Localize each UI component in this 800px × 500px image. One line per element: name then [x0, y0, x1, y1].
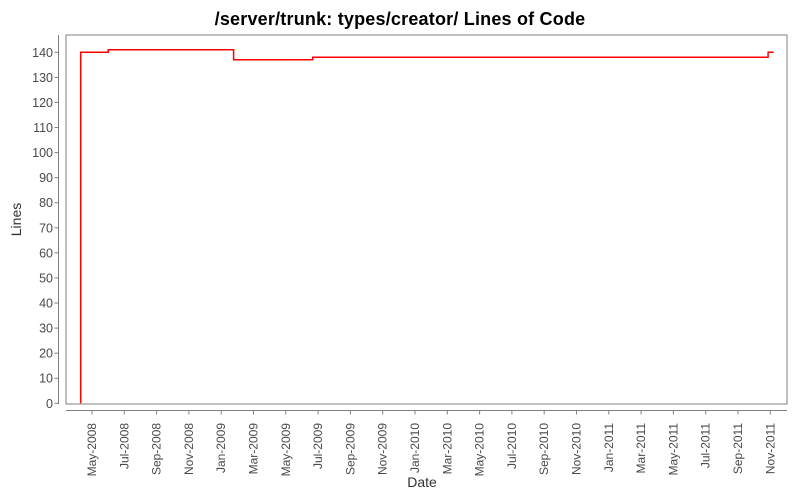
- x-tick-label: Mar-2009: [247, 423, 261, 475]
- y-axis-ticks: 0 10 20 30 40 50 60 70 80 90 100 110 120 130 140: [32, 46, 59, 411]
- y-tick-label: 40: [39, 297, 53, 311]
- x-tick-label: Nov-2011: [763, 423, 777, 474]
- x-tick-label: Nov-2010: [570, 423, 584, 475]
- y-tick-label: 60: [39, 246, 53, 260]
- y-tick-label: 130: [32, 71, 53, 85]
- x-tick-label: Mar-2011: [634, 423, 648, 474]
- x-tick-label: May-2009: [279, 423, 293, 477]
- x-tick-label: Jul-2008: [117, 423, 131, 469]
- chart-title: /server/trunk: types/creator/ Lines of C…: [214, 9, 586, 29]
- y-tick-label: 30: [39, 322, 53, 336]
- y-tick-label: 10: [39, 372, 53, 386]
- x-tick-label: Jan-2009: [214, 423, 228, 473]
- y-tick-label: 20: [39, 347, 53, 361]
- y-tick-label: 100: [32, 146, 53, 160]
- x-tick-label: May-2008: [85, 423, 99, 477]
- x-tick-label: May-2011: [666, 423, 680, 476]
- x-axis-title: Date: [407, 474, 437, 490]
- y-axis-title: Lines: [8, 203, 24, 236]
- y-tick-label: 140: [32, 46, 53, 60]
- x-tick-label: Jan-2011: [602, 423, 616, 472]
- y-tick-label: 50: [39, 271, 53, 285]
- y-tick-label: 110: [33, 121, 53, 135]
- y-tick-label: 0: [46, 397, 53, 411]
- y-tick-label: 90: [39, 171, 53, 185]
- x-tick-label: Mar-2010: [440, 423, 454, 475]
- x-tick-label: Jul-2011: [699, 423, 713, 468]
- y-tick-label: 80: [39, 196, 53, 210]
- x-tick-label: May-2010: [473, 423, 487, 477]
- x-tick-label: Jul-2010: [505, 423, 519, 469]
- x-tick-label: Nov-2009: [376, 423, 390, 475]
- x-tick-label: Jul-2009: [311, 423, 325, 469]
- x-tick-label: Sep-2009: [343, 423, 357, 475]
- y-tick-label: 70: [39, 221, 53, 235]
- x-tick-label: Jan-2010: [408, 423, 422, 473]
- y-tick-label: 120: [32, 96, 53, 110]
- x-tick-label: Sep-2008: [150, 423, 164, 475]
- lines-of-code-series-line: [79, 49, 774, 404]
- x-tick-label: Sep-2010: [537, 423, 551, 475]
- x-tick-label: Sep-2011: [731, 423, 745, 474]
- x-axis-ticks: May-2008 Jul-2008 Sep-2008 Nov-2008 Jan-2009…: [85, 410, 777, 477]
- plot-frame: [65, 34, 788, 405]
- x-tick-label: Nov-2008: [182, 423, 196, 475]
